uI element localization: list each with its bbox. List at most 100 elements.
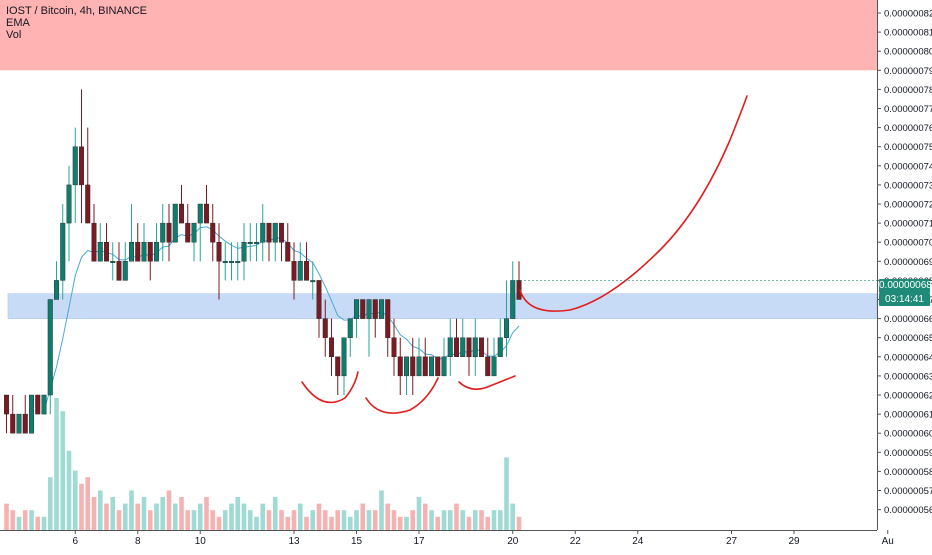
candle-body: [147, 241, 153, 262]
volume-bar: [4, 503, 9, 530]
volume-bar: [97, 490, 103, 530]
candle-body: [3, 394, 9, 415]
candle-body: [185, 222, 191, 243]
volume-bar: [441, 510, 447, 530]
price-tick-label: 0.00000079: [884, 66, 932, 77]
candle-body: [410, 356, 416, 377]
volume-bar: [435, 516, 441, 530]
price-tick-label: 0.00000056: [884, 505, 932, 516]
candle-body: [291, 261, 297, 281]
volume-bar: [379, 490, 384, 530]
volume-bar: [372, 510, 378, 530]
candle-body: [197, 203, 203, 224]
volume-bar: [479, 510, 484, 530]
volume-bar: [397, 516, 403, 530]
candle-body: [16, 413, 22, 434]
volume-bar: [229, 503, 234, 530]
candle-body: [216, 241, 222, 262]
candle-body: [260, 222, 266, 243]
candle-body: [341, 337, 347, 377]
price-tick-label: 0.00000063: [884, 371, 932, 382]
volume-bar: [416, 497, 422, 530]
candle-body: [479, 337, 485, 358]
price-tick-label: 0.00000065: [884, 333, 932, 344]
volume-bar: [516, 516, 522, 530]
candle-body: [360, 299, 366, 319]
candle-body: [372, 299, 378, 319]
price-tick-label: 0.00000062: [884, 391, 932, 402]
candle-body: [385, 299, 391, 338]
price-tick-label: 0.00000080: [884, 47, 932, 58]
candle-body: [404, 356, 410, 377]
volume-bar: [347, 516, 353, 530]
volume-bar: [260, 503, 266, 530]
candle-body: [285, 241, 291, 262]
price-tick-label: 0.00000057: [884, 486, 932, 497]
price-tick-label: 0.00000076: [884, 123, 932, 134]
candle-body: [116, 261, 122, 281]
candle-body: [22, 413, 28, 434]
volume-bar: [254, 516, 259, 530]
candle-body: [429, 356, 435, 377]
price-tick-label: 0.00000073: [884, 180, 932, 191]
volume-bar: [404, 516, 409, 530]
candle-body: [141, 241, 147, 262]
volume-bar: [335, 510, 341, 530]
candle-body: [366, 299, 372, 319]
annotation-curve: [519, 95, 748, 312]
annotation-curve: [365, 377, 439, 414]
candle-body: [460, 337, 466, 358]
volume-bar: [129, 490, 134, 530]
candle-body: [191, 222, 197, 243]
volume-bar: [391, 510, 397, 530]
price-tick-label: 0.00000070: [884, 238, 932, 249]
candle-body: [166, 222, 172, 243]
volume-bar: [241, 503, 247, 530]
volume-bar: [510, 503, 516, 530]
candle-body: [72, 146, 78, 186]
candle-body: [210, 222, 216, 243]
volume-bar: [360, 503, 366, 530]
volume-bar: [110, 497, 116, 530]
volume-bar: [141, 497, 147, 530]
time-tick-label: 17: [413, 536, 425, 547]
candle-body: [60, 222, 66, 281]
candle-body: [160, 222, 166, 243]
price-tick-label: 0.00000082: [884, 9, 932, 20]
time-tick-label: 8: [135, 536, 141, 547]
time-tick-label: 10: [195, 536, 207, 547]
candle-body: [310, 280, 316, 283]
time-tick-label: 20: [507, 536, 519, 547]
volume-bar: [316, 503, 322, 530]
candle-body: [329, 337, 335, 358]
candle-body: [516, 280, 522, 300]
candle-body: [466, 337, 472, 358]
candle-body: [435, 356, 441, 377]
candle-body: [454, 337, 460, 358]
candle-body: [272, 222, 278, 243]
time-tick-label: 24: [632, 536, 644, 547]
candle-body: [35, 394, 41, 415]
volume-bar: [366, 510, 372, 530]
volume-bar: [304, 516, 309, 530]
volume-bar: [72, 470, 78, 530]
candle-body: [397, 356, 403, 377]
candle-body: [416, 356, 422, 377]
volume-bar: [60, 411, 66, 530]
candle-body: [235, 261, 241, 263]
volume-bar: [16, 516, 22, 530]
volume-bar: [454, 503, 459, 530]
volume-bar: [354, 510, 359, 530]
candle-body: [266, 222, 272, 243]
candle-body: [304, 261, 310, 281]
candle-body: [135, 241, 141, 262]
candle-body: [91, 222, 97, 262]
candle-body: [485, 356, 491, 377]
price-tick-label: 0.00000059: [884, 448, 932, 459]
price-tick-label: 0.00000075: [884, 142, 932, 153]
candle-body: [178, 203, 184, 224]
candle-body: [47, 299, 53, 396]
volume-bar: [447, 510, 453, 530]
